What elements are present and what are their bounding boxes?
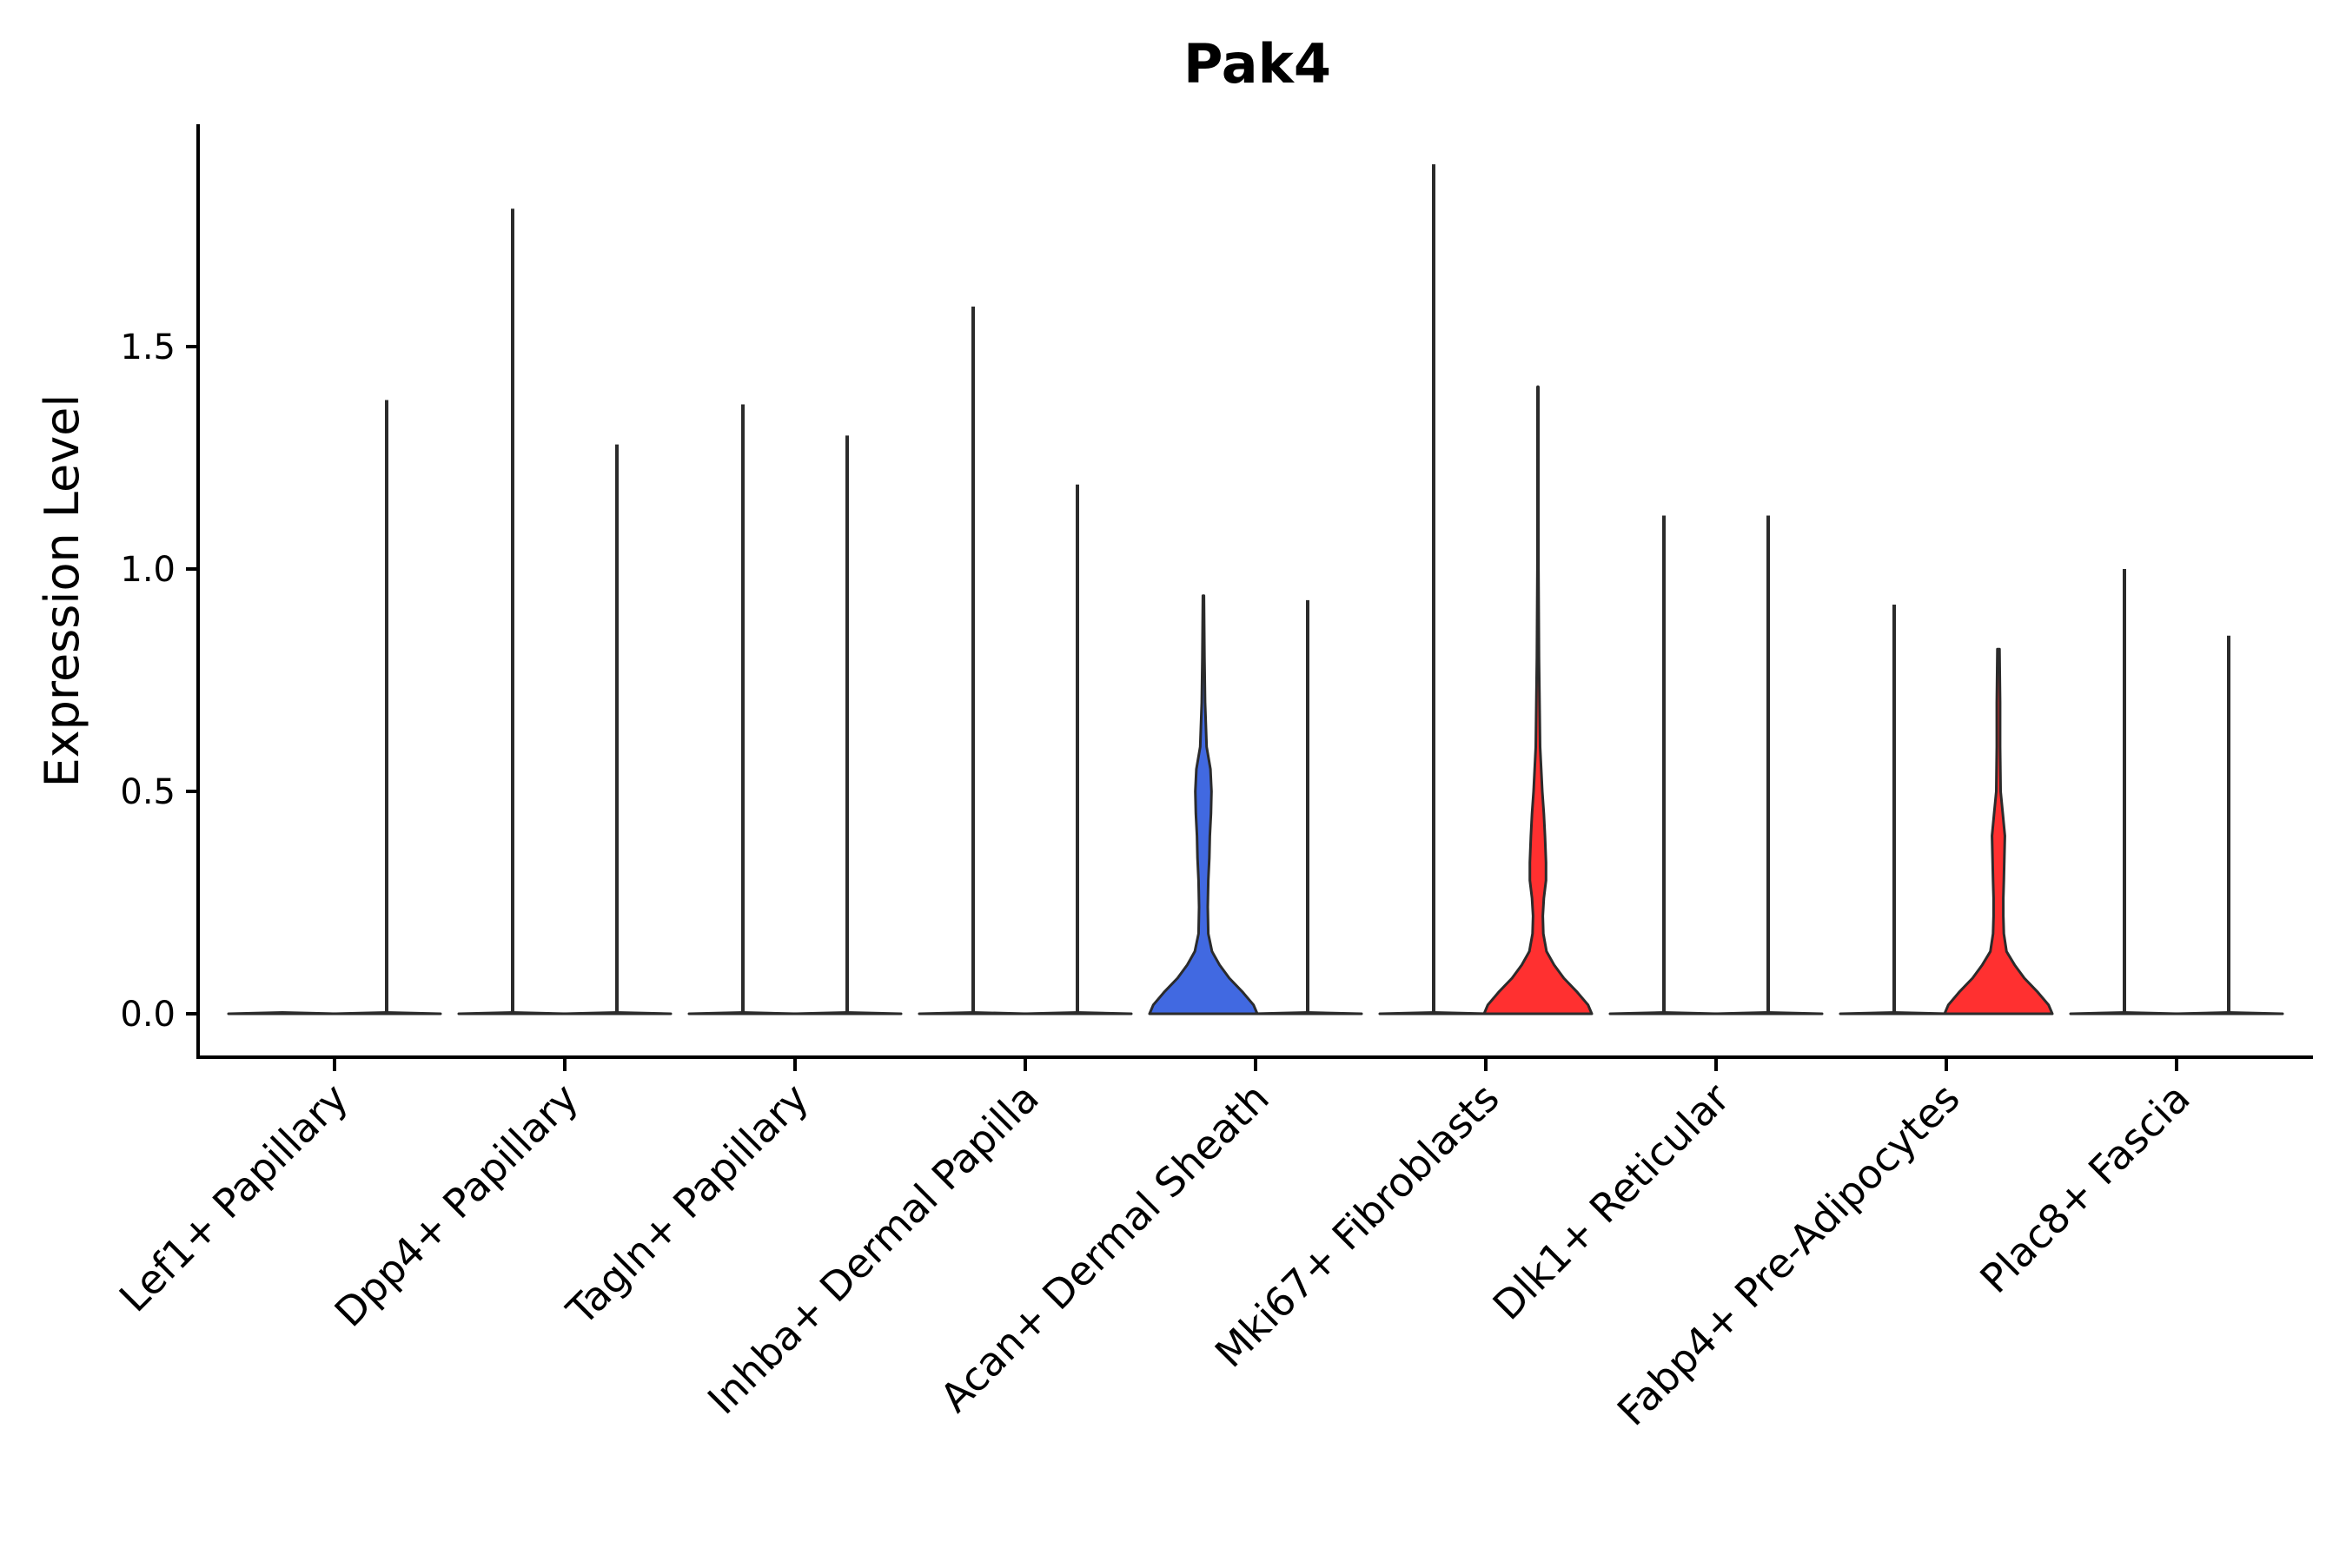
violin-body bbox=[1252, 1011, 1363, 1016]
violin-body bbox=[2173, 1011, 2284, 1016]
y-tick-label: 0.5 bbox=[120, 772, 176, 812]
y-tick-label: 1.0 bbox=[120, 550, 176, 590]
violin-body bbox=[227, 1011, 338, 1016]
x-tick-label: Plac8+ Fascia bbox=[1971, 1075, 2198, 1302]
x-tick-label: Dpp4+ Papillary bbox=[326, 1075, 587, 1336]
violin-body bbox=[918, 1011, 1029, 1016]
x-tick-label: Tagln+ Papillary bbox=[557, 1075, 818, 1335]
violin-body bbox=[457, 1011, 568, 1016]
violin-body bbox=[1022, 1011, 1133, 1016]
violins-layer bbox=[227, 164, 2284, 1016]
violin-body bbox=[1608, 1011, 1720, 1016]
violin-body bbox=[792, 1011, 903, 1016]
y-axis-label: Expression Level bbox=[35, 394, 89, 788]
violin-body bbox=[1148, 594, 1259, 1016]
violin-body bbox=[1482, 385, 1594, 1016]
y-ticks-layer: 0.0 0.5 1.0 1.5 bbox=[120, 327, 198, 1035]
violin-body bbox=[331, 1011, 442, 1016]
y-tick-label: 1.5 bbox=[120, 327, 176, 367]
violin-body bbox=[561, 1011, 673, 1016]
violin-body bbox=[1378, 1011, 1489, 1016]
x-tick-label: Lef1+ Papillary bbox=[110, 1075, 357, 1321]
violin-body bbox=[1839, 1011, 1950, 1016]
violin-body bbox=[687, 1011, 799, 1016]
violin-body bbox=[1713, 1011, 1824, 1016]
y-tick-label: 0.0 bbox=[120, 995, 176, 1035]
chart-title: Pak4 bbox=[1183, 32, 1331, 96]
x-tick-label: Dlk1+ Reticular bbox=[1484, 1075, 1739, 1329]
violin-body bbox=[2069, 1011, 2180, 1016]
violin-body bbox=[1943, 647, 2054, 1016]
